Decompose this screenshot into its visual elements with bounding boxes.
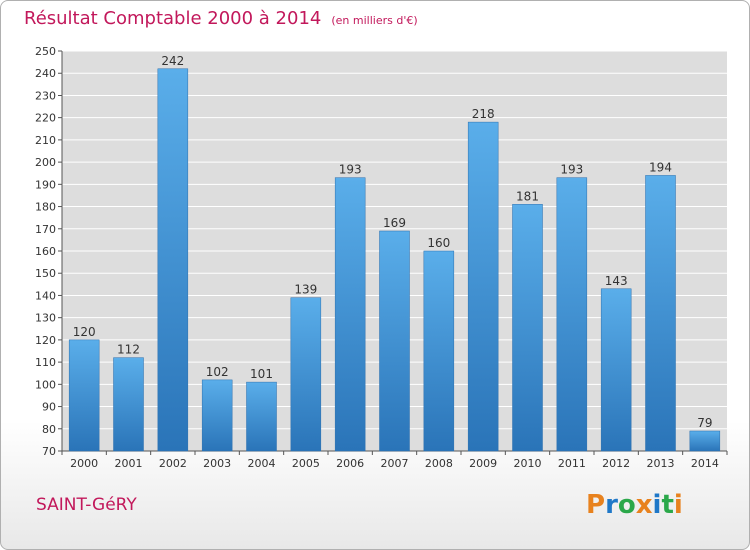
data-label: 79	[697, 416, 712, 430]
y-tick-label: 240	[35, 67, 56, 80]
logo-letter: r	[605, 490, 618, 520]
logo-letter: o	[617, 490, 636, 520]
logo-letter: P	[586, 490, 606, 520]
y-tick-label: 250	[35, 45, 56, 58]
x-tick-label: 2007	[381, 457, 409, 470]
x-tick-label: 2005	[292, 457, 320, 470]
y-tick-label: 170	[35, 223, 56, 236]
data-label: 218	[472, 107, 495, 121]
x-tick-label: 2013	[647, 457, 675, 470]
y-tick-label: 220	[35, 112, 56, 125]
x-tick-label: 2003	[203, 457, 231, 470]
y-tick-label: 200	[35, 156, 56, 169]
x-tick-label: 2001	[115, 457, 143, 470]
x-tick-label: 2014	[691, 457, 719, 470]
bar	[246, 381, 277, 452]
x-tick-label: 2006	[336, 457, 364, 470]
bar	[467, 121, 499, 452]
y-tick-label: 180	[35, 201, 56, 214]
data-label: 169	[383, 216, 406, 230]
bar	[379, 230, 410, 452]
data-label: 143	[605, 274, 628, 288]
commune-name: SAINT-GéRY	[36, 495, 137, 515]
bar	[645, 175, 676, 452]
data-label: 120	[73, 325, 96, 339]
y-tick-label: 210	[35, 134, 56, 147]
x-tick-label: 2009	[469, 457, 497, 470]
y-tick-label: 150	[35, 267, 56, 280]
proxiti-logo: Proxiti	[586, 490, 683, 520]
bar	[157, 68, 189, 452]
x-tick-label: 2004	[248, 457, 276, 470]
data-label: 193	[339, 163, 362, 177]
y-tick-label: 230	[35, 89, 56, 102]
y-tick-label: 160	[35, 245, 56, 258]
data-label: 242	[161, 54, 184, 68]
logo-letter: t	[661, 490, 674, 520]
chart-title-line: Résultat Comptable 2000 à 2014 (en millie…	[24, 8, 418, 29]
logo-letter: i	[652, 490, 662, 520]
data-label: 194	[649, 160, 672, 174]
bar	[556, 177, 588, 452]
bar	[334, 177, 366, 452]
y-tick-label: 70	[42, 445, 56, 458]
bar	[689, 430, 721, 452]
y-tick-label: 80	[42, 423, 56, 436]
y-tick-label: 120	[35, 334, 56, 347]
x-tick-label: 2002	[159, 457, 187, 470]
x-tick-label: 2012	[602, 457, 630, 470]
logo-letter: i	[673, 490, 683, 520]
y-tick-label: 110	[35, 356, 56, 369]
data-label: 181	[516, 189, 539, 203]
y-tick-label: 90	[42, 401, 56, 414]
data-label: 102	[206, 365, 229, 379]
data-label: 160	[427, 236, 450, 250]
chart-title: Résultat Comptable 2000 à 2014	[24, 8, 322, 29]
bar	[512, 204, 543, 452]
bar	[201, 379, 233, 452]
x-tick-label: 2000	[70, 457, 98, 470]
x-tick-label: 2011	[558, 457, 586, 470]
data-label: 112	[117, 343, 140, 357]
y-tick-label: 100	[35, 378, 56, 391]
data-label: 139	[294, 283, 317, 297]
data-label: 101	[250, 367, 273, 381]
chart-subtitle: (en milliers d'€)	[331, 14, 418, 27]
data-label: 193	[560, 163, 583, 177]
y-tick-label: 140	[35, 289, 56, 302]
bar	[113, 357, 144, 452]
bar	[290, 297, 322, 452]
bar	[600, 288, 632, 452]
x-tick-label: 2008	[425, 457, 453, 470]
y-tick-label: 130	[35, 312, 56, 325]
x-tick-label: 2010	[514, 457, 542, 470]
bar	[423, 250, 455, 452]
logo-letter: x	[635, 490, 653, 520]
y-tick-label: 190	[35, 178, 56, 191]
bar	[68, 339, 100, 452]
